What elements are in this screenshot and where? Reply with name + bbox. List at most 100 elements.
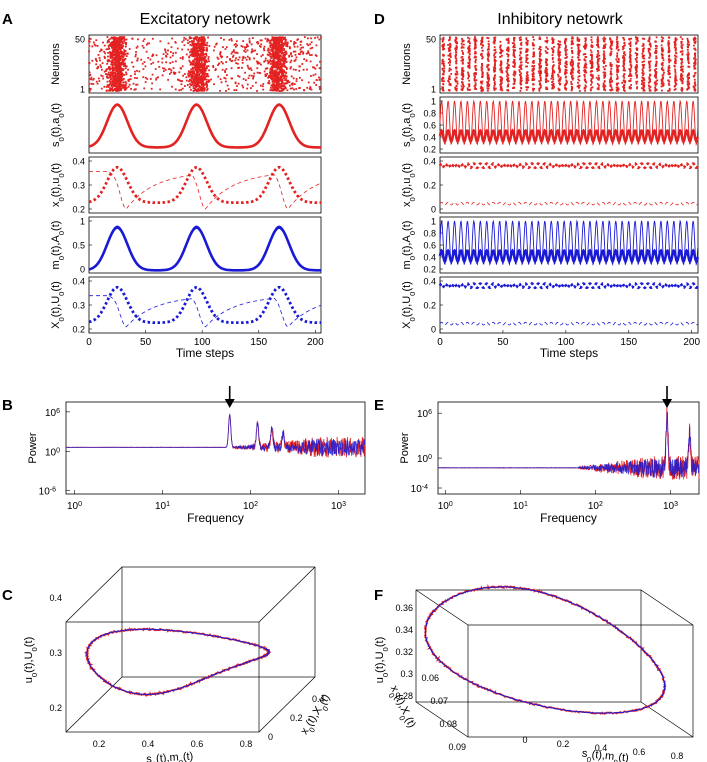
excitatory-spike [136,69,138,72]
inhibitory-spike [617,49,620,52]
inhibitory-spike [545,58,548,61]
excitatory-spike [193,55,196,58]
excitatory-spike [273,71,276,74]
excitatory-spike [123,51,126,54]
excitatory-spike [283,85,286,88]
excitatory-spike [250,51,253,54]
inhibitory-spike [442,60,445,63]
excitatory-spike [114,88,117,90]
inhibitory-spike [655,55,658,58]
inhibitory-spike [481,80,484,83]
inhibitory-spike [539,46,542,49]
inhibitory-spike [450,68,452,71]
excitatory-spike [221,62,224,65]
excitatory-spike [220,61,223,63]
excitatory-spike [124,45,127,48]
excitatory-spike [279,54,282,57]
inhibitory-spike [687,39,689,42]
inhibitory-spike [564,40,566,43]
inhibitory-spike [649,45,652,48]
inhibitory-spike [500,80,503,82]
inhibitory-spike [596,44,599,47]
inhibitory-spike [449,78,451,81]
inhibitory-spike [674,57,677,60]
excitatory-spike [116,44,119,47]
excitatory-spike [110,36,113,39]
inhibitory-spike [526,79,529,81]
inhibitory-spike [481,86,484,89]
excitatory-spike [95,39,98,42]
inhibitory-spike [603,87,606,90]
inhibitory-spike [513,79,516,81]
inhibitory-spike [443,70,445,73]
inhibitory-spike [570,75,573,78]
excitatory-spike [267,39,270,42]
inhibitory-spike [480,52,483,55]
excitatory-spike [256,62,259,65]
inhibitory-spike [687,55,689,58]
inhibitory-spike [570,47,573,49]
excitatory-spike [192,70,194,72]
excitatory-spike [112,78,115,81]
excitatory-spike [203,46,205,49]
excitatory-spike [299,51,302,54]
inhibitory-spike [663,71,665,74]
inhibitory-spike [674,70,677,73]
inhibitory-spike [668,36,671,39]
inhibitory-spike [578,90,581,92]
excitatory-spike [271,71,274,74]
inhibitory-spike [507,46,510,49]
excitatory-spike [268,80,271,82]
excitatory-spike [219,53,222,56]
inhibitory-spike [635,70,638,73]
excitatory-spike [280,38,283,40]
inhibitory-spike [487,69,490,72]
excitatory-spike [112,46,115,49]
inhibitory-spike [629,53,632,56]
excitatory-spike [262,83,265,85]
inhibitory-spike [507,66,510,69]
excitatory-spike [118,79,121,82]
excitatory-spike [112,81,115,84]
excitatory-spike [174,41,177,43]
inhibitory-spike [526,81,529,84]
inhibitory-spike [519,47,521,50]
excitatory-spike [318,79,321,81]
inhibitory-spike [572,68,575,71]
inhibitory-spike [636,52,639,55]
excitatory-spike [199,59,202,62]
excitatory-spike [305,52,308,55]
excitatory-spike [172,52,175,55]
excitatory-spike [299,65,301,68]
excitatory-spike [200,47,203,50]
excitatory-spike [269,55,272,58]
excitatory-spike [283,36,286,39]
excitatory-spike [199,46,202,49]
inhibitory-spike [681,74,684,77]
inhibitory-spike [512,49,515,51]
inhibitory-spike [681,52,684,55]
excitatory-spike [283,42,286,45]
excitatory-spike [235,51,238,54]
excitatory-spike [123,40,126,42]
excitatory-spike [133,88,136,91]
excitatory-spike [120,40,123,43]
inhibitory-spike [654,50,657,52]
inhibitory-spike [636,37,639,40]
excitatory-spike [255,60,258,63]
excitatory-spike [194,77,197,80]
inhibitory-spike [576,85,579,88]
inhibitory-spike [456,73,459,76]
excitatory-spike [275,63,277,66]
excitatory-spike [309,60,312,63]
inhibitory-spike [513,38,515,41]
excitatory-spike [204,61,207,64]
inhibitory-spike [473,74,476,77]
excitatory-spike [194,50,197,53]
inhibitory-spike [641,61,644,63]
excitatory-spike [285,61,288,63]
inhibitory-spike [591,62,594,64]
inhibitory-spike [514,73,517,75]
inhibitory-spike [533,78,536,81]
inhibitory-xtick-label: 100 [558,337,575,348]
